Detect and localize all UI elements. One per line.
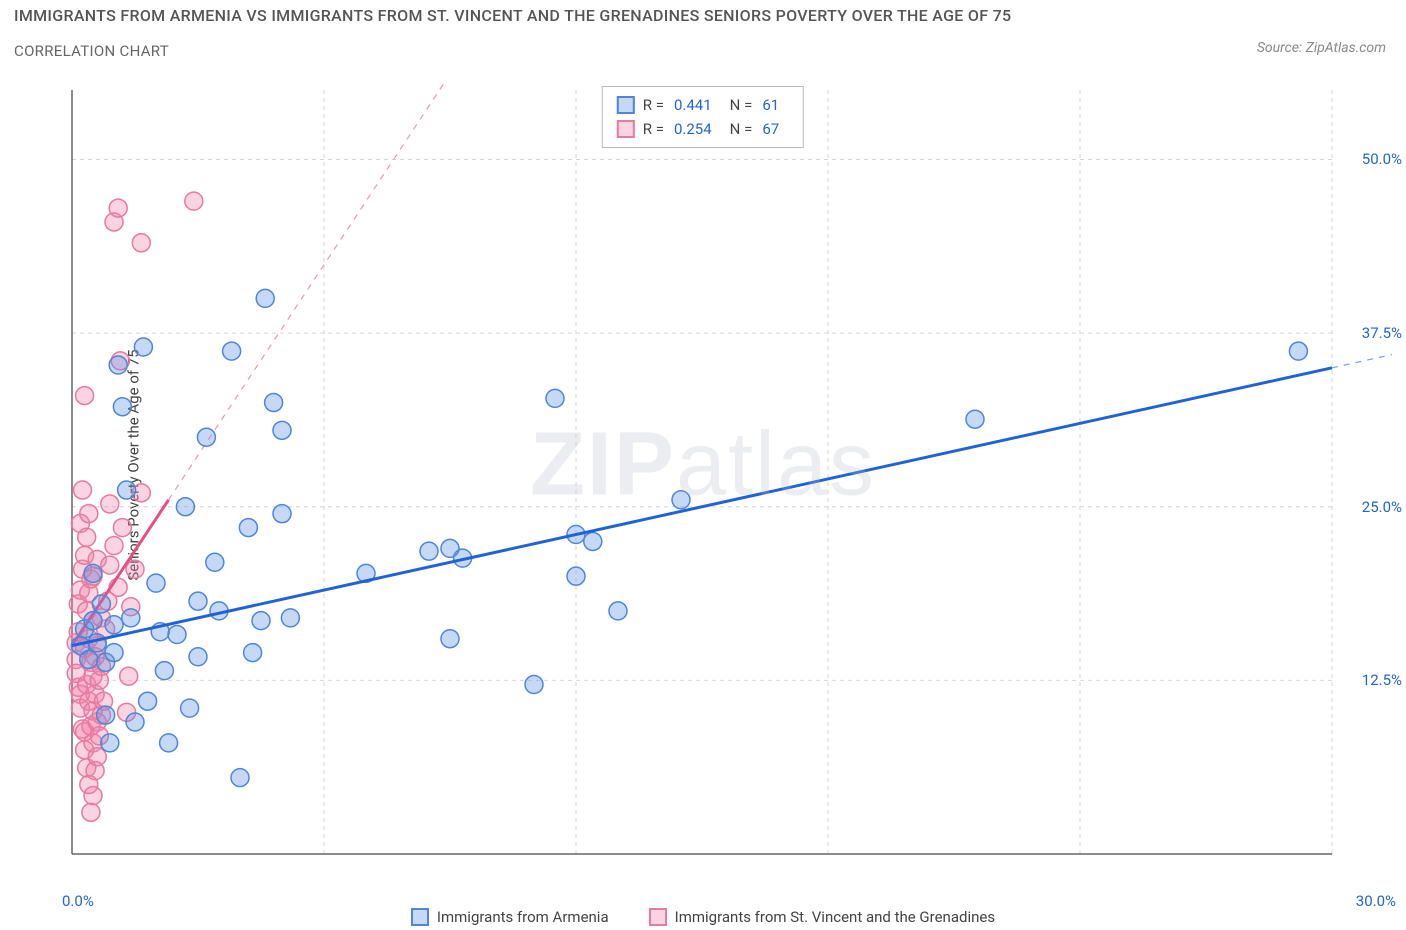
legend-row-pink: R =0.254 N =67 <box>617 117 789 141</box>
chart-subtitle: CORRELATION CHART <box>14 42 169 60</box>
y-tick: 50.0% <box>1362 150 1402 168</box>
swatch-pink <box>617 120 635 138</box>
swatch-blue-icon <box>411 908 429 926</box>
series-legend: Immigrants from Armenia Immigrants from … <box>0 908 1406 926</box>
y-tick: 12.5% <box>1362 671 1402 689</box>
legend-item-blue: Immigrants from Armenia <box>411 908 609 926</box>
y-tick: 25.0% <box>1362 498 1402 516</box>
source-label: Source: ZipAtlas.com <box>1257 40 1386 56</box>
legend-row-blue: R =0.441 N =61 <box>617 93 789 117</box>
correlation-legend: R =0.441 N =61 R =0.254 N =67 <box>602 86 804 148</box>
chart-title: IMMIGRANTS FROM ARMENIA VS IMMIGRANTS FR… <box>14 6 1011 25</box>
swatch-pink-icon <box>649 908 667 926</box>
legend-item-pink: Immigrants from St. Vincent and the Gren… <box>649 908 995 926</box>
swatch-blue <box>617 96 635 114</box>
scatter-chart <box>62 84 1392 884</box>
y-tick: 37.5% <box>1362 324 1402 342</box>
